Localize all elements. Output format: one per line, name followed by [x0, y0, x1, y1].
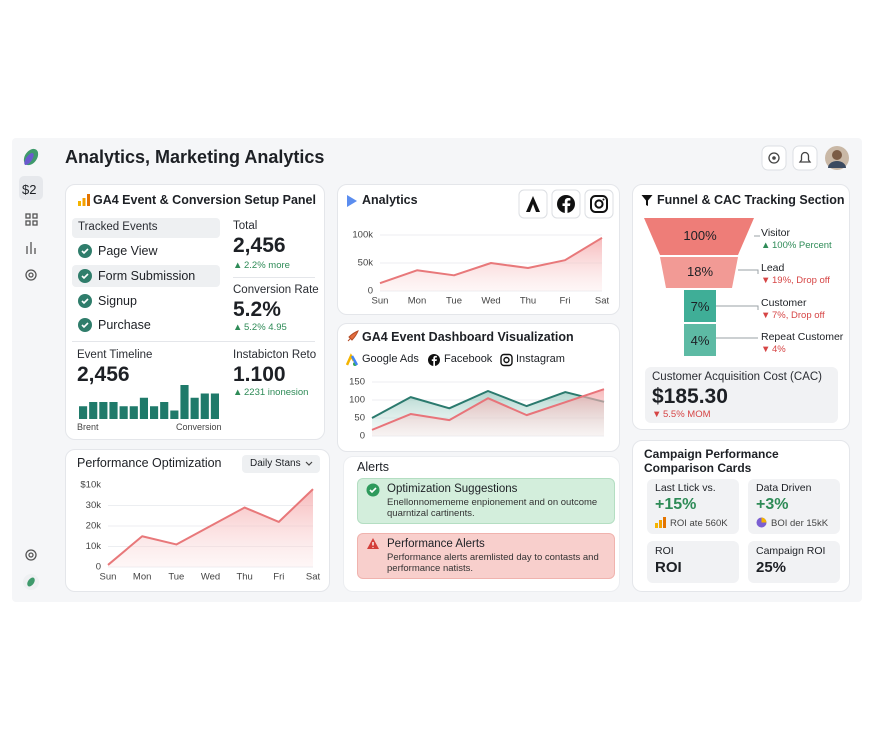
event-item[interactable]: Purchase [98, 318, 151, 332]
funnel-stage-note: 7%, Drop off [772, 310, 825, 321]
header-actions[interactable] [760, 143, 852, 173]
campaign-label: Data Driven [756, 482, 812, 494]
dropdown[interactable] [242, 455, 320, 473]
timeline-start: Brent [77, 422, 99, 432]
card-title: Campaign Performance Comparison Cards [644, 447, 779, 475]
campaign-value: ROI [655, 559, 682, 576]
timeline-value: 2,456 [77, 363, 130, 386]
up-arrow: ▲ [233, 322, 243, 333]
funnel-stage-name: Customer [761, 297, 807, 309]
ga4-icon [78, 194, 90, 206]
metric-card[interactable] [647, 541, 739, 583]
campaign-value: +15% [655, 496, 697, 513]
down-arrow: ▼ [761, 310, 771, 321]
up-arrow: ▲ [233, 260, 243, 271]
alert-title: Performance Alerts [387, 538, 485, 550]
tracked-title: Tracked Events [78, 221, 158, 233]
rocket-icon [347, 330, 359, 342]
funnel-stage-name: Repeat Customer [761, 331, 844, 343]
event-item[interactable]: Form Submission [98, 269, 196, 283]
down-arrow: ▼ [761, 275, 771, 286]
alert-success[interactable] [357, 478, 615, 524]
metric-value: 2,456 [233, 234, 286, 257]
metric-card[interactable] [647, 479, 739, 534]
metric-change: 2.2% more [244, 260, 290, 271]
cac-label: Customer Acquisition Cost (CAC) [652, 371, 822, 383]
funnel-stage-note: 19%, Drop off [772, 275, 830, 286]
down-arrow: ▼ [761, 344, 771, 355]
legend-entry: Google Ads [362, 353, 419, 365]
card-title: GA4 Event Dashboard Visualization [362, 330, 574, 344]
divider [233, 277, 315, 278]
funnel-shape [644, 218, 760, 356]
campaign-note: ROI ate 560K [670, 518, 728, 529]
funnel-stage-name: Visitor [761, 227, 790, 239]
card-title: Performance Optimization [77, 456, 222, 470]
down-arrow: ▼ [652, 409, 662, 420]
up-arrow: ▲ [761, 240, 771, 251]
card-title: GA4 Event & Conversion Setup Panel [93, 193, 316, 207]
legend-entry: Facebook [444, 353, 493, 365]
dropdown-caret [305, 461, 313, 466]
sidebar-badge[interactable]: $2 [22, 182, 37, 197]
pie-icon [756, 517, 767, 528]
alert-error[interactable] [357, 533, 615, 579]
cac-box [645, 367, 838, 423]
funnel-stage-note: 100% Percent [772, 240, 832, 251]
card-title: Analytics [362, 193, 418, 207]
alerts-title: Alerts [357, 460, 389, 474]
funnel-stage-name: Lead [761, 262, 785, 274]
event-item[interactable]: Page View [98, 244, 158, 258]
timeline-label: Event Timeline [77, 349, 153, 361]
event-item[interactable]: Signup [98, 294, 137, 308]
funnel-stage-value: 100% [683, 228, 717, 243]
metric-change: 2231 inonesion [244, 387, 309, 398]
campaign-label: ROI [655, 545, 674, 557]
funnel-stage-note: 4% [772, 344, 786, 355]
tracked-header-bg [72, 218, 220, 238]
metric-change: 5.2% 4.95 [244, 322, 287, 333]
analytics-icon [347, 195, 357, 207]
legend-entry: Instagram [516, 353, 565, 365]
page-title: Analytics, Marketing Analytics [65, 147, 325, 167]
campaign-note: BOI der 15kK [771, 518, 829, 529]
event-checks [78, 244, 92, 332]
cac-value: $185.30 [652, 385, 728, 408]
metric-card[interactable] [748, 541, 840, 583]
campaign-label: Last Ltick vs. [655, 482, 716, 494]
sidebar [19, 148, 43, 590]
metric-value: 1.100 [233, 363, 286, 386]
campaign-value: 25% [756, 559, 787, 576]
timeline-end: Conversion [176, 422, 222, 432]
metric-label: Conversion Rate [233, 284, 319, 296]
metric-label: Instabicton Reto [233, 349, 317, 361]
campaign-value: +3% [756, 496, 789, 513]
funnel-stage-value: 4% [690, 333, 710, 348]
bar-icon [655, 517, 666, 528]
event-highlight [72, 265, 220, 287]
up-arrow: ▲ [233, 387, 243, 398]
metric-label: Total [233, 220, 258, 232]
alert-text: Performance alerts aremlisted day to con… [387, 552, 599, 574]
social-icons[interactable] [518, 189, 614, 219]
campaign-label: Campaign ROI [756, 545, 826, 557]
divider [72, 341, 315, 342]
card-title: Funnel & CAC Tracking Section [657, 193, 845, 207]
alert-title: Optimization Suggestions [387, 483, 518, 495]
legend-icons [346, 353, 513, 367]
funnel-stage-value: 18% [686, 264, 714, 279]
funnel-icon [641, 195, 653, 206]
warning-icon [367, 538, 379, 549]
alert-text: Enellonnomememe enpionement and on outco… [387, 497, 598, 519]
funnel-stage-value: 7% [690, 299, 710, 314]
dropdown-label: Daily Stans [250, 458, 301, 469]
metric-value: 5.2% [233, 298, 281, 321]
cac-change: 5.5% MOM [663, 409, 711, 420]
success-icon [366, 483, 380, 497]
